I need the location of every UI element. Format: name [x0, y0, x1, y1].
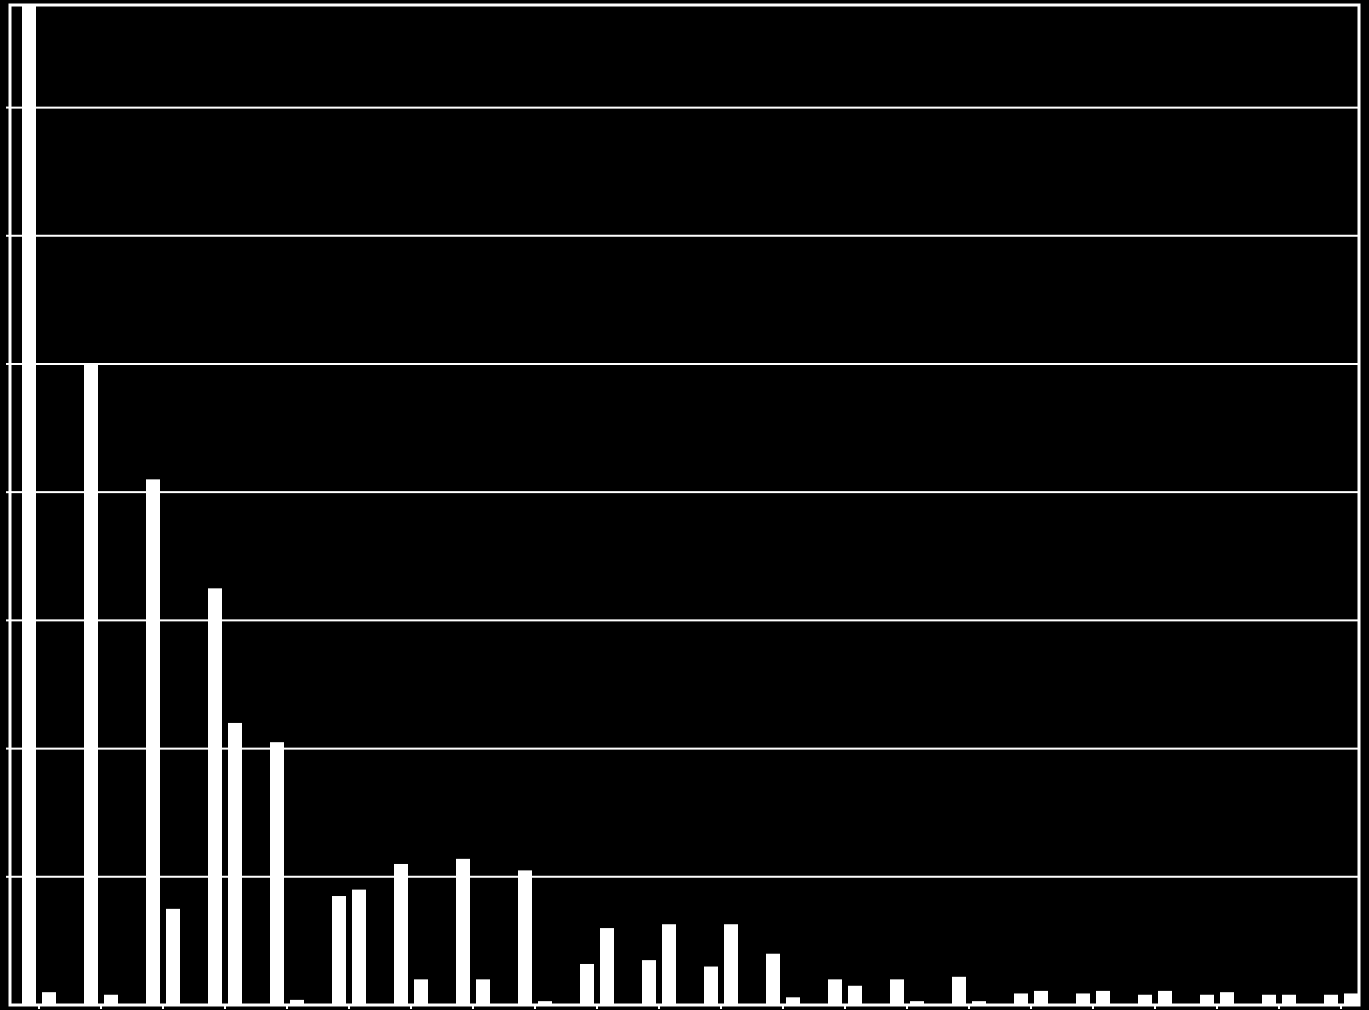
bar — [1076, 993, 1090, 1005]
bar — [580, 964, 594, 1005]
chart-svg — [0, 0, 1369, 1010]
bar — [890, 979, 904, 1005]
bar — [1014, 993, 1028, 1005]
bar — [518, 870, 532, 1005]
bar — [1324, 995, 1338, 1005]
bar — [1262, 995, 1276, 1005]
bar — [394, 864, 408, 1005]
bar — [414, 979, 428, 1005]
bar — [1220, 992, 1234, 1005]
bar — [352, 890, 366, 1005]
bar — [600, 928, 614, 1005]
chart-background — [0, 0, 1369, 1010]
bar — [84, 364, 98, 1005]
bar — [952, 977, 966, 1005]
bar — [1158, 991, 1172, 1005]
bar — [724, 924, 738, 1005]
bar — [1282, 995, 1296, 1005]
bar — [270, 742, 284, 1005]
bar — [104, 995, 118, 1005]
bar — [228, 723, 242, 1005]
bar — [848, 986, 862, 1005]
bar — [456, 859, 470, 1005]
bar — [1344, 993, 1358, 1005]
bar — [1096, 991, 1110, 1005]
bar — [704, 967, 718, 1005]
bar — [828, 979, 842, 1005]
bar — [332, 896, 346, 1005]
bar — [1200, 995, 1214, 1005]
bar — [766, 954, 780, 1005]
bar — [146, 479, 160, 1005]
bar — [476, 979, 490, 1005]
bar-chart — [0, 0, 1369, 1010]
bar — [642, 960, 656, 1005]
bar — [1034, 991, 1048, 1005]
bar — [662, 924, 676, 1005]
bar — [166, 909, 180, 1005]
bar — [208, 588, 222, 1005]
bar — [22, 5, 36, 1005]
bar — [1138, 995, 1152, 1005]
bar — [42, 992, 56, 1005]
